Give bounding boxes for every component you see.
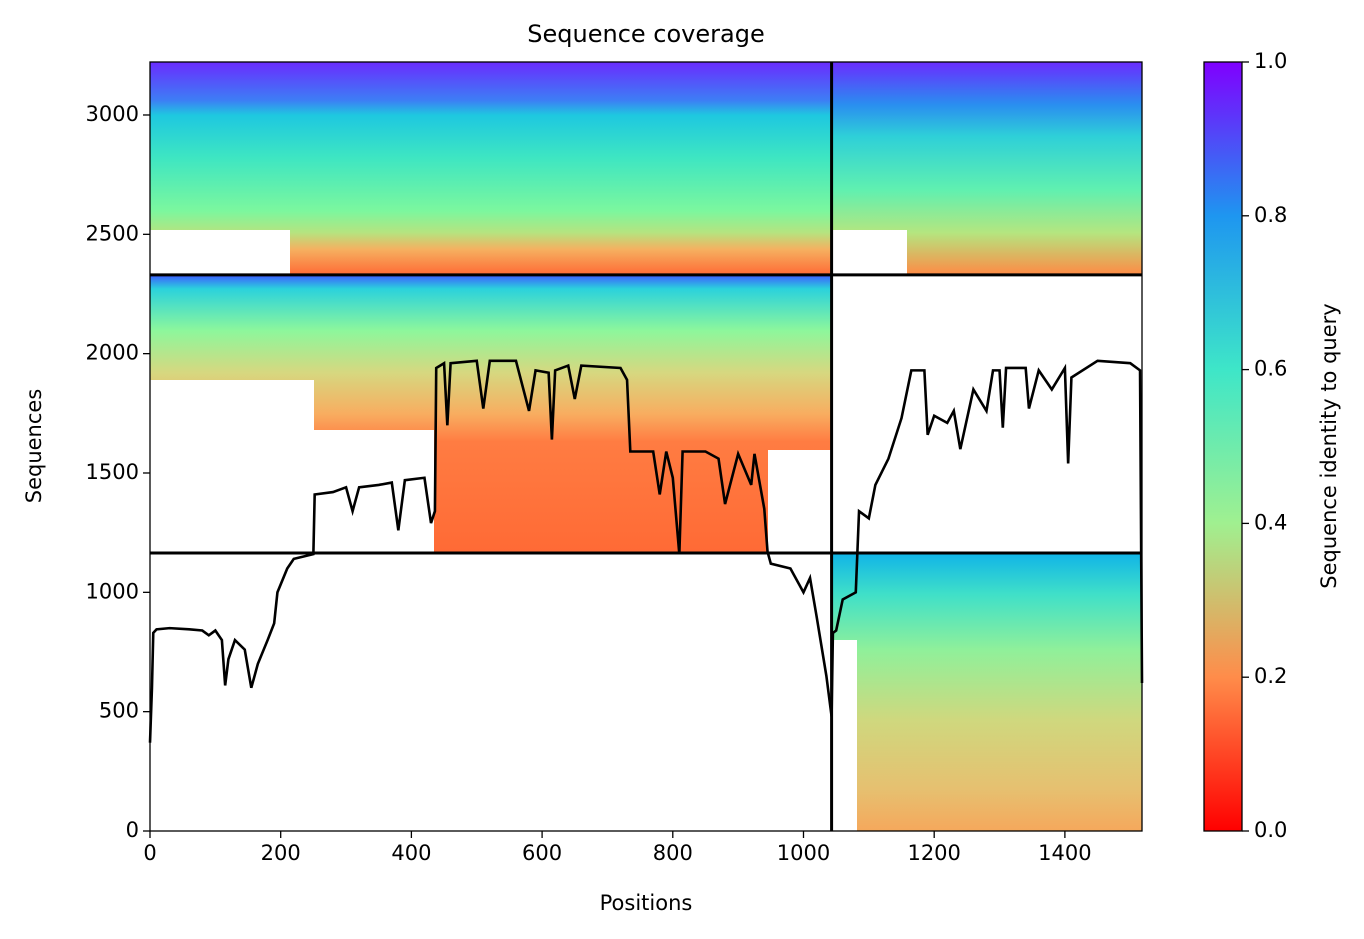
chart-title: Sequence coverage (527, 20, 764, 48)
colorbar-label: Sequence identity to query (1317, 303, 1341, 588)
x-tick-label: 1200 (907, 841, 960, 865)
y-tick-label: 0 (126, 818, 139, 842)
coverage-block (832, 553, 1142, 831)
colorbar-tick-label: 0.6 (1254, 357, 1287, 381)
x-tick-label: 200 (261, 841, 301, 865)
coverage-gap (832, 640, 857, 831)
y-tick-label: 2500 (86, 221, 139, 245)
colorbar-tick-label: 0.2 (1254, 664, 1287, 688)
colorbar-tick-label: 1.0 (1254, 49, 1287, 73)
heatmap (150, 62, 1142, 831)
coverage-line (148, 359, 1144, 743)
x-tick-label: 1400 (1038, 841, 1091, 865)
coverage-gap (768, 450, 832, 553)
y-axis-label: Sequences (22, 389, 46, 504)
x-tick-label: 400 (391, 841, 431, 865)
colorbar-tick-label: 0.0 (1254, 818, 1287, 842)
colorbar (1203, 61, 1243, 832)
x-tick-label: 1000 (777, 841, 830, 865)
y-tick-label: 500 (99, 699, 139, 723)
x-axis-label: Positions (600, 891, 693, 915)
coverage-gap (150, 380, 314, 553)
y-tick-label: 1000 (86, 579, 139, 603)
colorbar-tick-label: 0.8 (1254, 203, 1287, 227)
x-tick-label: 800 (653, 841, 693, 865)
y-tick-label: 1500 (86, 460, 139, 484)
coverage-gap (832, 230, 907, 275)
plot-frame (149, 61, 1143, 832)
colorbar-tick-label: 0.4 (1254, 510, 1287, 534)
coverage-gap (150, 230, 290, 275)
x-tick-label: 0 (143, 841, 156, 865)
y-tick-label: 3000 (86, 102, 139, 126)
x-tick-label: 600 (522, 841, 562, 865)
y-tick-label: 2000 (86, 341, 139, 365)
